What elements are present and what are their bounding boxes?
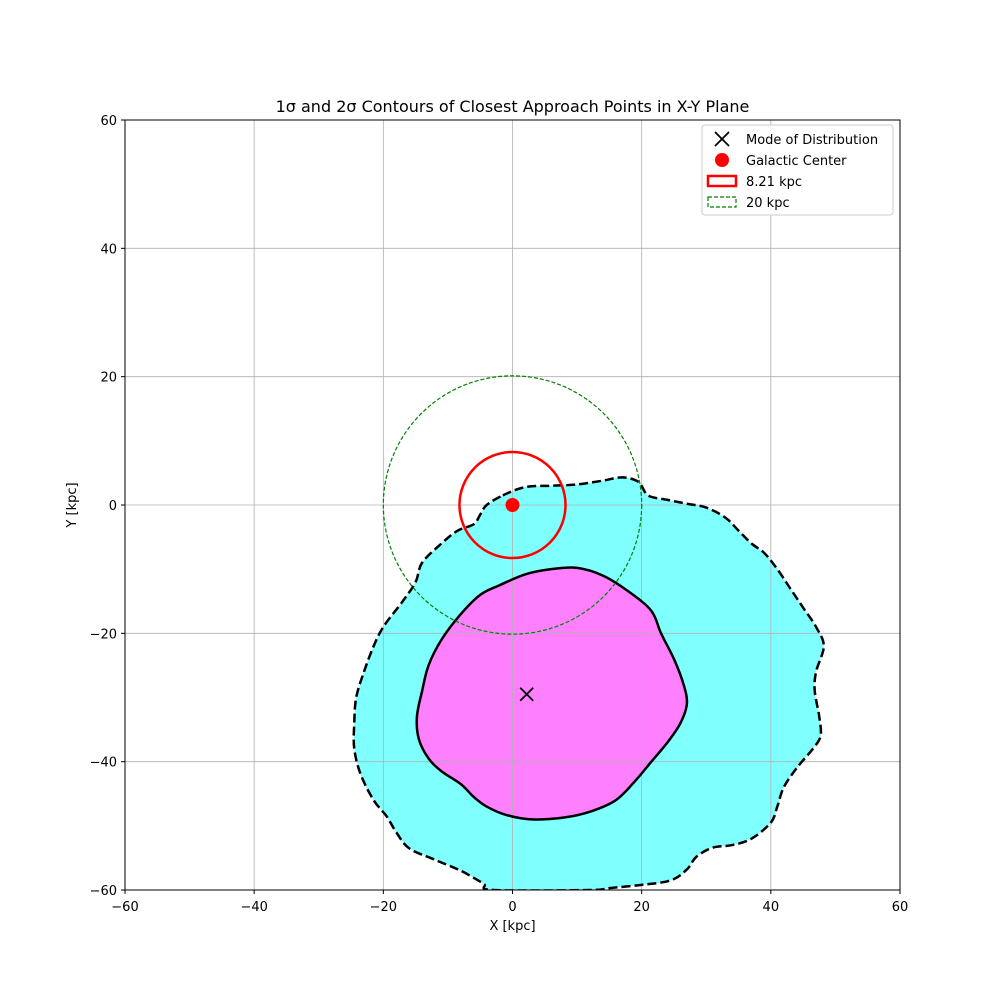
legend-circle-8kpc-icon — [706, 174, 738, 188]
x-axis-label: X [kpc] — [489, 919, 535, 934]
y-tick-label: 20 — [100, 371, 117, 386]
x-tick-label: 20 — [633, 900, 650, 915]
x-tick-label: −20 — [370, 900, 397, 915]
y-axis-label: Y [kpc] — [65, 482, 80, 528]
y-tick-label: 40 — [100, 242, 117, 257]
circle-8.21-kpc — [458, 450, 567, 560]
x-tick-label: 0 — [508, 900, 516, 915]
plot-content — [125, 120, 900, 890]
circle-20-kpc — [382, 375, 643, 635]
x-tick-label: −60 — [111, 900, 138, 915]
contour-line-1σ — [415, 566, 689, 821]
legend-label: 8.21 kpc — [746, 175, 802, 190]
legend-circle-20kpc-icon — [707, 196, 737, 208]
y-tick-label: 60 — [100, 114, 117, 129]
chart-title: 1σ and 2σ Contours of Closest Approach P… — [276, 97, 750, 116]
legend-mode-icon — [714, 131, 730, 147]
x-tick-label: 40 — [763, 900, 780, 915]
mode-marker — [519, 687, 534, 702]
plot-area: −60 −40 −20 0 20 40 60 −60 −40 −20 0 20 40 60 Mode of … — [90, 114, 909, 915]
legend-label: Galactic Center — [746, 154, 847, 169]
legend-label: Mode of Distribution — [746, 133, 878, 148]
legend: Mode of Distribution Galactic Center 8.21 … — [701, 124, 894, 216]
galactic-center-marker — [505, 498, 520, 512]
x-tick-label: 60 — [892, 900, 909, 915]
legend-label: 20 kpc — [746, 196, 790, 211]
y-tick-label: 0 — [109, 499, 117, 514]
legend-center-icon — [715, 153, 729, 167]
y-tick-label: −40 — [90, 756, 117, 771]
x-tick-label: −40 — [240, 900, 267, 915]
y-tick-label: −20 — [90, 627, 117, 642]
legend-box — [701, 124, 894, 216]
contour-line-2σ — [352, 476, 826, 890]
y-tick-label: −60 — [90, 884, 117, 899]
